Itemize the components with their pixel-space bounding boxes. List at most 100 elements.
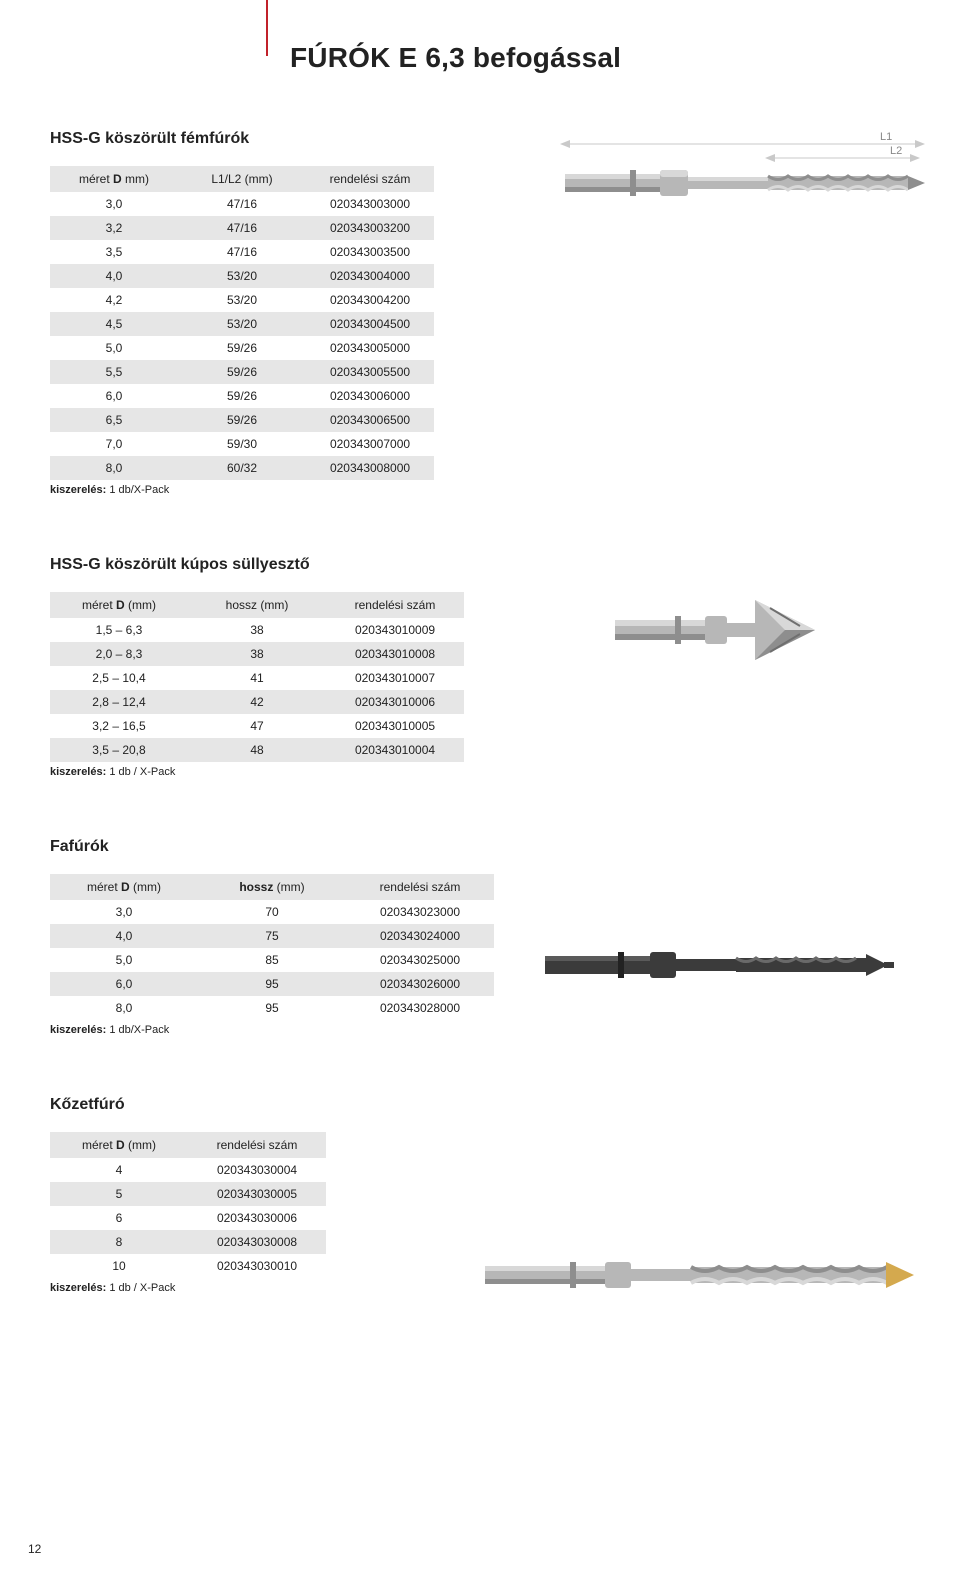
table-row: 3,5 – 20,848020343010004 (50, 738, 464, 762)
table-row: 8,060/32020343008000 (50, 456, 434, 480)
cell: 41 (188, 666, 326, 690)
cell: 3,2 (50, 216, 178, 240)
cell: 6,0 (50, 972, 198, 996)
cell: 47 (188, 714, 326, 738)
table-countersink: méret D (mm) hossz (mm) rendelési szám 1… (50, 592, 464, 762)
table-row: 3,547/16020343003500 (50, 240, 434, 264)
cell: 020343028000 (346, 996, 494, 1020)
cell: 48 (188, 738, 326, 762)
cell: 3,2 – 16,5 (50, 714, 188, 738)
section-title: Fafúrók (50, 838, 900, 856)
cell: 59/30 (178, 432, 306, 456)
cell: 020343004200 (306, 288, 434, 312)
cell: 020343010008 (326, 642, 464, 666)
cell: 5,0 (50, 336, 178, 360)
cell: 020343030004 (188, 1158, 326, 1182)
cell: 020343004000 (306, 264, 434, 288)
table-row: 5,559/26020343005500 (50, 360, 434, 384)
cell: 59/26 (178, 336, 306, 360)
cell: 5 (50, 1182, 188, 1206)
col-order: rendelési szám (346, 874, 494, 900)
packaging-note: kiszerelés: 1 db / X-Pack (50, 766, 900, 778)
cell: 020343030010 (188, 1254, 326, 1278)
cell: 020343008000 (306, 456, 434, 480)
section-title: Kőzetfúró (50, 1096, 900, 1114)
col-order: rendelési szám (306, 166, 434, 192)
cell: 020343005000 (306, 336, 434, 360)
l1-label: L1 (880, 131, 892, 143)
table-row: 3,2 – 16,547020343010005 (50, 714, 464, 738)
table-row: 2,5 – 10,441020343010007 (50, 666, 464, 690)
cell: 38 (188, 618, 326, 642)
cell: 75 (198, 924, 346, 948)
table-row: 6,559/26020343006500 (50, 408, 434, 432)
cell: 3,5 (50, 240, 178, 264)
table-row: 8,095020343028000 (50, 996, 494, 1020)
cell: 020343010005 (326, 714, 464, 738)
cell: 6,5 (50, 408, 178, 432)
cell: 53/20 (178, 264, 306, 288)
cell: 020343010009 (326, 618, 464, 642)
col-size: méret D mm) (50, 166, 178, 192)
cell: 70 (198, 900, 346, 924)
col-length: hossz (mm) (188, 592, 326, 618)
table-row: 4,253/20020343004200 (50, 288, 434, 312)
cell: 020343023000 (346, 900, 494, 924)
cell: 020343007000 (306, 432, 434, 456)
cell: 8,0 (50, 456, 178, 480)
cell: 10 (50, 1254, 188, 1278)
cell: 020343006000 (306, 384, 434, 408)
cell: 020343030008 (188, 1230, 326, 1254)
table-row: 3,047/16020343003000 (50, 192, 434, 216)
cell: 8 (50, 1230, 188, 1254)
cell: 53/20 (178, 288, 306, 312)
table-row: 6020343030006 (50, 1206, 326, 1230)
col-length: hossz (mm) (198, 874, 346, 900)
cell: 3,0 (50, 192, 178, 216)
page-number: 12 (28, 1542, 41, 1556)
cell: 2,5 – 10,4 (50, 666, 188, 690)
cell: 59/26 (178, 360, 306, 384)
packaging-note: kiszerelés: 1 db/X-Pack (50, 484, 900, 496)
table-row: 5020343030005 (50, 1182, 326, 1206)
cell: 59/26 (178, 408, 306, 432)
cell: 020343004500 (306, 312, 434, 336)
table-masonry: méret D (mm) rendelési szám 402034303000… (50, 1132, 326, 1278)
col-size: méret D (mm) (50, 874, 198, 900)
cell: 47/16 (178, 216, 306, 240)
col-l1l2: L1/L2 (mm) (178, 166, 306, 192)
table-row: 2,0 – 8,338020343010008 (50, 642, 464, 666)
cell: 7,0 (50, 432, 178, 456)
cell: 020343030006 (188, 1206, 326, 1230)
cell: 42 (188, 690, 326, 714)
cell: 020343010006 (326, 690, 464, 714)
countersink-figure (610, 590, 820, 670)
col-size: méret D (mm) (50, 1132, 188, 1158)
page: FÚRÓK E 6,3 befogással HSS-G köszörült f… (0, 0, 960, 1580)
cell: 020343024000 (346, 924, 494, 948)
table-row: 6,059/26020343006000 (50, 384, 434, 408)
cell: 53/20 (178, 312, 306, 336)
cell: 4,2 (50, 288, 178, 312)
cell: 59/26 (178, 384, 306, 408)
cell: 95 (198, 972, 346, 996)
header-accent-line (266, 0, 268, 56)
table-row: 5,085020343025000 (50, 948, 494, 972)
table-row: 3,247/16020343003200 (50, 216, 434, 240)
cell: 2,0 – 8,3 (50, 642, 188, 666)
table-row: 7,059/30020343007000 (50, 432, 434, 456)
cell: 95 (198, 996, 346, 1020)
table-row: 8020343030008 (50, 1230, 326, 1254)
cell: 47/16 (178, 192, 306, 216)
cell: 020343006500 (306, 408, 434, 432)
table-row: 2,8 – 12,442020343010006 (50, 690, 464, 714)
cell: 4,0 (50, 924, 198, 948)
cell: 020343026000 (346, 972, 494, 996)
table-row: 4,553/20020343004500 (50, 312, 434, 336)
cell: 85 (198, 948, 346, 972)
cell: 5,0 (50, 948, 198, 972)
section-wood-drills: Fafúrók méret D (mm) hossz (mm) rendelés… (50, 838, 900, 1036)
cell: 2,8 – 12,4 (50, 690, 188, 714)
table-hss-metal: méret D mm) L1/L2 (mm) rendelési szám 3,… (50, 166, 434, 480)
col-order: rendelési szám (326, 592, 464, 618)
